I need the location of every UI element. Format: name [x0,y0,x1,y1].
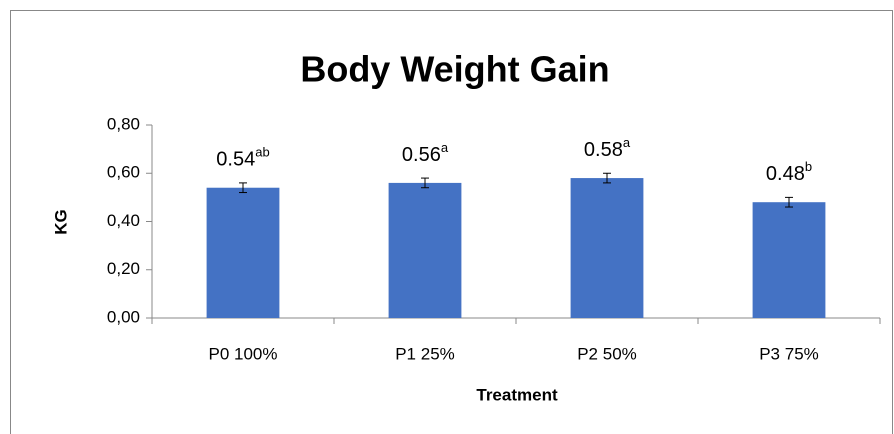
data-label-letter: a [623,136,631,151]
y-tick-label: 0,20 [107,259,140,278]
data-label-value: 0.56 [402,144,441,166]
error-bar [603,172,611,184]
data-label: 0.54ab [216,145,269,171]
data-label-value: 0.48 [766,163,805,185]
data-label-letter: a [441,140,449,155]
x-axis-label: Treatment [476,385,558,404]
data-label-value: 0.58 [584,139,623,161]
y-tick-label: 0,80 [107,114,140,133]
error-bar [421,177,429,189]
y-tick-label: 0,40 [107,211,140,230]
chart-title: Body Weight Gain [300,49,609,90]
bar [388,182,462,318]
x-tick-label: P2 50% [577,344,637,363]
data-label-value: 0.54 [216,149,255,171]
data-label: 0.48b [766,160,812,186]
x-tick-label: P1 25% [395,344,455,363]
y-axis-label: KG [51,209,70,235]
bar [570,178,644,318]
data-label-letter: ab [255,145,269,160]
x-tick-label: P0 100% [209,344,278,363]
bar [206,187,280,318]
y-tick-label: 0,60 [107,163,140,182]
error-bar [785,196,793,208]
data-label: 0.58a [584,136,631,162]
y-tick-label: 0,00 [107,307,140,326]
data-label-letter: b [805,160,812,175]
error-bar [239,182,247,194]
data-label: 0.56a [402,140,449,166]
x-tick-label: P3 75% [759,344,819,363]
bar [752,202,826,318]
